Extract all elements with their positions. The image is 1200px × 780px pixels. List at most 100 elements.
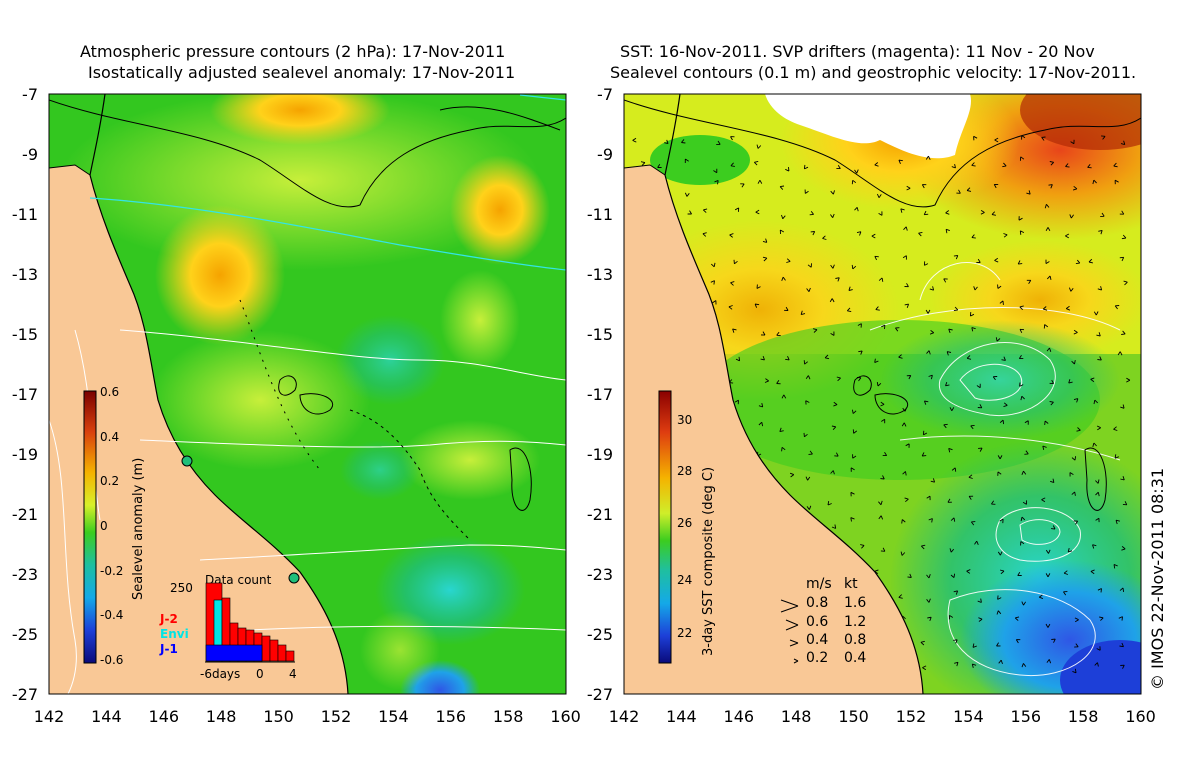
velocity-arrow [950,517,956,522]
velocity-arrow [1046,275,1052,281]
velocity-arrow [874,358,879,364]
velocity-arrow [836,164,841,170]
velocity-arrow [822,235,827,240]
right-title-line2: Sealevel contours (0.1 m) and geostrophi… [610,63,1137,82]
velocity-arrow [1121,330,1126,335]
velocity-arrow [856,377,862,382]
velocity-arrow [733,259,738,265]
right-x-axis: 142 144 146 148 150 152 154 156 158 160 [609,707,1156,726]
velocity-arrow [852,454,857,459]
velocity-arrow [1065,163,1070,168]
velocity-arrow [1096,425,1101,431]
velocity-arrow [1114,305,1120,310]
svg-text:30: 30 [677,413,692,427]
velocity-arrow [1094,662,1099,667]
velocity-arrow [1042,445,1047,451]
velocity-arrow [835,277,840,282]
velocity-arrow [997,455,1003,460]
velocity-arrow [954,661,959,667]
velocity-arrow [1072,668,1077,674]
svg-text:22: 22 [677,626,692,640]
velocity-arrow [1095,517,1100,523]
velocity-arrow [1026,279,1032,284]
y-tick-label: -15 [587,325,613,344]
velocity-arrow [803,360,808,365]
velocity-arrow [874,162,879,167]
velocity-arrow [1113,563,1118,569]
velocity-arrow [875,306,880,311]
x-tick-label: 158 [493,707,524,726]
velocity-arrow [945,381,950,387]
svg-text:28: 28 [677,464,692,478]
left-colorbar-label: Sealevel anomaly (m) [131,458,146,600]
velocity-arrow [1090,377,1095,383]
velocity-arrow [901,422,907,427]
x-tick-label: 148 [781,707,812,726]
velocity-arrow [1045,623,1051,628]
velocity-arrow [971,234,976,239]
velocity-arrow [997,471,1002,476]
velocity-arrow [930,478,936,483]
velocity-arrow [854,169,859,174]
velocity-arrow [1041,497,1046,503]
velocity-arrow [1068,287,1074,292]
left-title-line1: Atmospheric pressure contours (2 hPa): 1… [80,42,506,61]
velocity-arrow [1095,491,1100,497]
y-tick-label: -11 [12,205,38,224]
x-tick-label: 142 [34,707,65,726]
svg-text:0.4: 0.4 [100,430,119,444]
x-tick-label: 156 [436,707,467,726]
velocity-arrow [1073,520,1079,525]
velocity-arrow [831,425,837,431]
velocity-arrow [980,210,985,215]
velocity-arrow [947,498,952,503]
velocity-arrow [857,323,862,328]
right-colorbar [658,390,672,664]
velocity-arrow [925,155,931,160]
svg-text:0: 0 [256,667,264,681]
velocity-arrow [784,306,789,311]
velocity-arrow [977,404,983,409]
velocity-arrow [858,350,863,355]
velocity-arrow [1076,427,1081,432]
velocity-arrow [830,264,835,269]
velocity-arrow [1113,426,1118,431]
velocity-arrow [812,328,818,333]
x-tick-label: 154 [378,707,409,726]
svg-text:1.2: 1.2 [844,614,866,630]
velocity-arrow [807,263,812,268]
velocity-arrow [999,569,1005,575]
velocity-arrow [929,286,935,291]
velocity-arrow [803,164,809,170]
velocity-arrow [1019,230,1025,235]
velocity-arrow [758,402,764,408]
velocity-arrow [978,447,983,452]
velocity-arrow [1074,643,1079,648]
velocity-arrow [781,276,786,281]
velocity-arrow [1117,351,1123,356]
velocity-arrow [1090,569,1095,575]
x-tick-label: 150 [263,707,294,726]
velocity-arrow [1049,161,1055,166]
velocity-arrow [943,278,948,283]
velocity-arrow [1093,311,1099,316]
velocity-arrow [1126,377,1131,383]
velocity-arrow [992,376,998,381]
velocity-arrow [999,518,1004,524]
velocity-arrow [923,261,929,266]
velocity-arrow [827,501,832,506]
velocity-arrow [1075,259,1081,265]
velocity-arrow [1024,450,1029,455]
velocity-arrow [1063,570,1069,575]
svg-text:26: 26 [677,516,692,530]
velocity-arrow [1044,204,1050,209]
velocity-arrow [972,643,977,648]
velocity-arrow [895,327,900,332]
velocity-arrow [900,208,905,213]
velocity-arrow [902,471,907,476]
velocity-arrow [1113,162,1118,168]
velocity-arrow [903,226,908,231]
velocity-arrow [966,355,972,360]
velocity-arrow [850,517,855,522]
velocity-arrow [716,140,721,145]
